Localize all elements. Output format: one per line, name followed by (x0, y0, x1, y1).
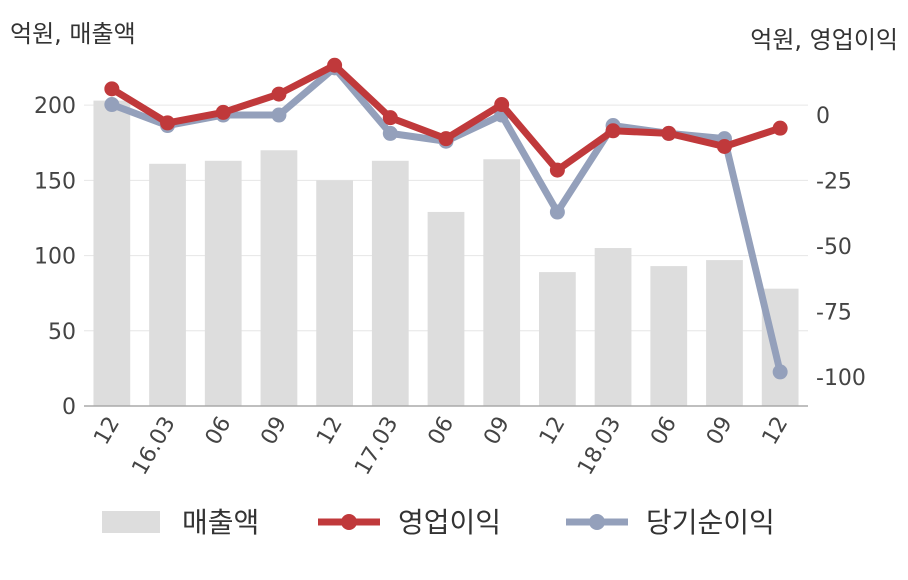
bar (204, 160, 242, 406)
x-tick-label: 12 (535, 413, 571, 450)
legend-label: 매출액 (182, 506, 259, 539)
y-right-tick-label: -100 (816, 366, 866, 391)
x-tick-label: 12 (312, 413, 348, 450)
data-point (271, 107, 287, 123)
legend-item: 매출액 (102, 506, 259, 539)
data-point (549, 204, 565, 220)
y-left-tick-label: 100 (34, 245, 76, 270)
bar (149, 163, 186, 406)
x-tick-label: 09 (479, 413, 515, 450)
x-tick-label: 06 (201, 413, 237, 450)
y-left-tick-label: 50 (48, 320, 76, 345)
data-point (327, 57, 343, 73)
data-point (772, 364, 788, 380)
y-left-tick-label: 0 (62, 395, 76, 420)
right-axis-unit-label: 억원, 영업이익 (750, 26, 898, 54)
y-left-tick-label: 150 (34, 169, 76, 194)
bar (371, 160, 409, 406)
bar (260, 150, 298, 406)
data-point (160, 115, 176, 131)
data-point (104, 97, 120, 113)
legend-swatch (102, 511, 160, 533)
legend-item: 영업이익 (318, 506, 501, 539)
data-point (605, 123, 621, 139)
data-point (382, 125, 398, 141)
data-point (549, 162, 565, 178)
data-point (716, 139, 732, 154)
x-tick-label: 06 (424, 413, 460, 450)
y-right-tick-label: 0 (816, 104, 830, 129)
data-point (438, 131, 454, 147)
bar (93, 100, 131, 406)
series-line (108, 61, 784, 174)
data-point (772, 120, 788, 136)
bar-series (93, 100, 799, 406)
legend-swatch-marker (589, 514, 605, 530)
legend-label: 영업이익 (398, 506, 501, 539)
bar (483, 159, 521, 406)
x-tick-label: 12 (758, 413, 794, 450)
x-tick-label: 16.03 (128, 413, 181, 480)
legend-item: 당기순이익 (566, 506, 775, 539)
bar (316, 180, 353, 406)
line-series (104, 57, 788, 380)
data-point (494, 97, 510, 113)
x-tick-label: 18.03 (573, 413, 626, 480)
left-axis-unit-label: 억원, 매출액 (10, 20, 136, 48)
bar (594, 248, 632, 406)
x-tick-label: 09 (256, 413, 292, 450)
y-left-tick-label: 200 (34, 94, 76, 119)
x-tick-label: 12 (89, 413, 125, 450)
data-point (104, 81, 120, 97)
legend-swatch-marker (341, 514, 357, 530)
legend: 매출액 영업이익 당기순이익 (102, 506, 775, 539)
bar (706, 260, 743, 406)
y-right-tick-label: -75 (816, 301, 852, 326)
x-tick-label: 17.03 (350, 413, 403, 480)
data-point (382, 110, 398, 126)
data-point (215, 104, 231, 120)
data-point (661, 125, 677, 141)
data-point (271, 86, 287, 102)
x-tick-label: 09 (702, 413, 738, 450)
legend-label: 당기순이익 (646, 506, 775, 539)
bar (650, 266, 688, 406)
x-tick-label: 06 (646, 413, 682, 450)
y-right-tick-label: -50 (816, 235, 852, 260)
bar (427, 211, 465, 406)
bar (539, 272, 576, 406)
y-right-tick-label: -25 (816, 170, 852, 195)
